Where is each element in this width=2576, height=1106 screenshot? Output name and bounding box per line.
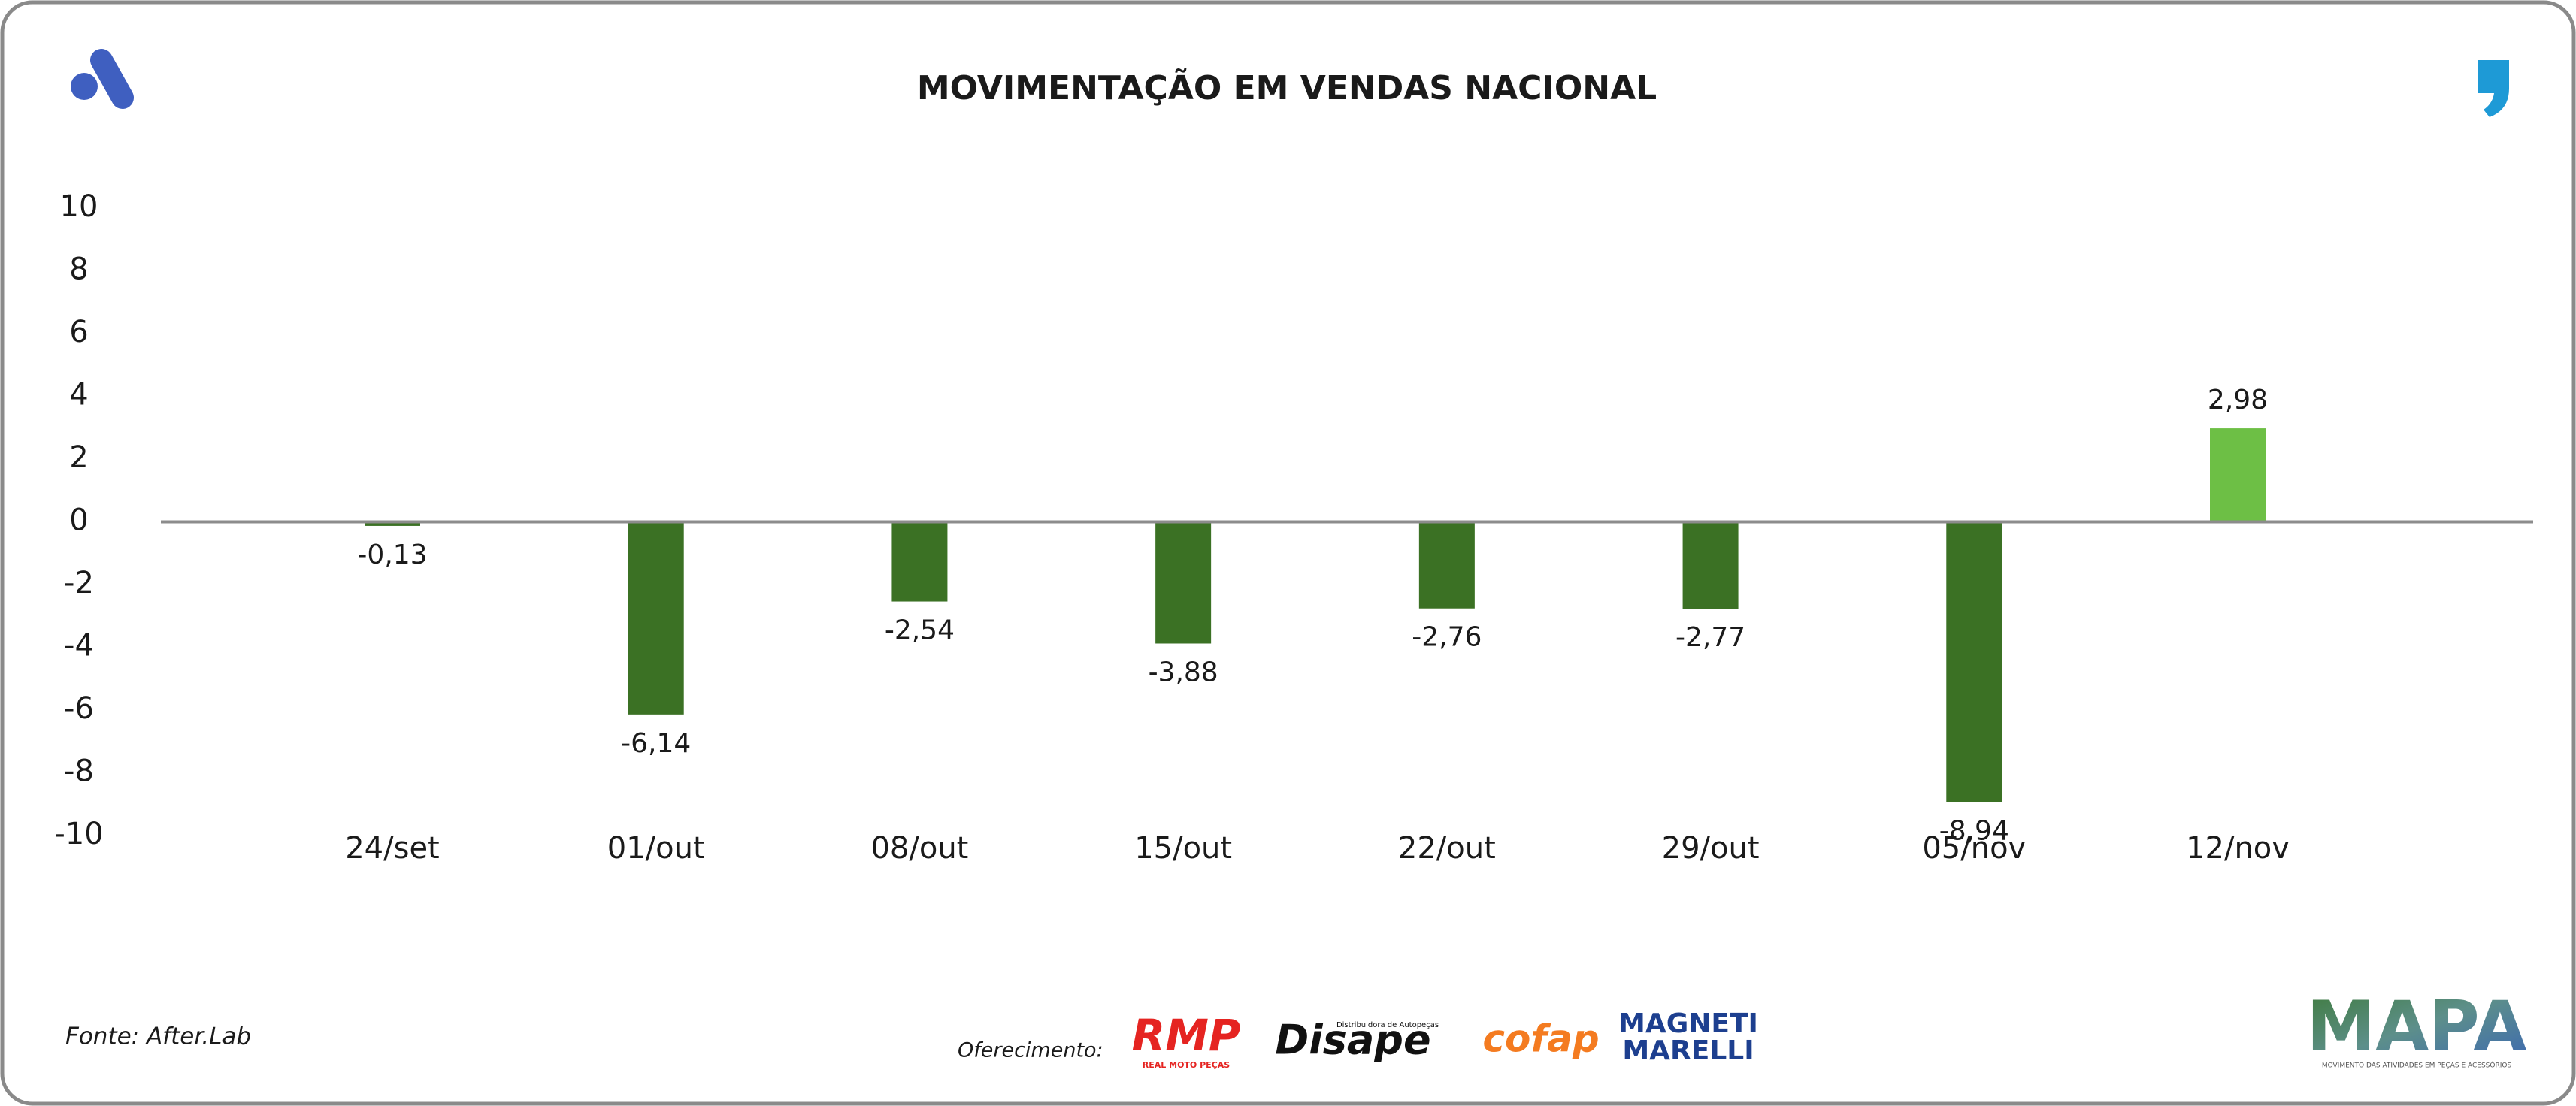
x-tick-label: 24/set bbox=[345, 831, 440, 866]
x-tick-label: 15/out bbox=[1134, 831, 1232, 866]
y-tick-label: 6 bbox=[69, 315, 88, 349]
sponsor-logo: cofap bbox=[1482, 1017, 1599, 1061]
value-label: -3,88 bbox=[1149, 657, 1218, 687]
x-tick-label: 22/out bbox=[1398, 831, 1496, 866]
sponsor-label: Oferecimento: bbox=[958, 1039, 1103, 1062]
y-tick-label: 10 bbox=[60, 189, 98, 224]
brand-logo: MAPA bbox=[2307, 986, 2527, 1066]
value-label: -2,77 bbox=[1675, 622, 1745, 653]
sponsor-tagline: Distribuidora de Autopeças bbox=[1336, 1021, 1439, 1029]
y-tick-label: 8 bbox=[69, 252, 88, 287]
logo-right bbox=[2478, 60, 2509, 117]
value-label: 2,98 bbox=[2208, 385, 2268, 416]
bar bbox=[628, 521, 684, 715]
bar bbox=[365, 521, 420, 526]
y-tick-label: 0 bbox=[69, 503, 88, 538]
bar bbox=[1682, 521, 1739, 609]
bar bbox=[1155, 521, 1212, 644]
x-tick-label: 05/nov bbox=[1922, 831, 2026, 866]
bar bbox=[891, 521, 948, 602]
y-tick-label: -6 bbox=[64, 691, 94, 726]
y-tick-label: -8 bbox=[64, 754, 94, 789]
sponsor-logo: MAGNETI bbox=[1618, 1008, 1758, 1039]
logo-left bbox=[71, 49, 134, 109]
chart-title: MOVIMENTAÇÃO EM VENDAS NACIONAL bbox=[917, 68, 1657, 107]
y-tick-label: -2 bbox=[64, 566, 94, 600]
x-tick-label: 01/out bbox=[607, 831, 705, 866]
value-label: -6,14 bbox=[621, 728, 691, 759]
sponsor-tagline: REAL MOTO PEÇAS bbox=[1143, 1060, 1230, 1070]
x-tick-label: 29/out bbox=[1662, 831, 1760, 866]
bar bbox=[2210, 428, 2266, 522]
y-tick-label: -4 bbox=[64, 629, 94, 663]
sponsor-logo: RMP bbox=[1132, 1010, 1241, 1061]
y-tick-label: 2 bbox=[69, 440, 88, 475]
brand-tagline: MOVIMENTO DAS ATIVIDADES EM PEÇAS E ACES… bbox=[2322, 1061, 2512, 1070]
value-label: -2,54 bbox=[885, 615, 955, 646]
bar bbox=[1946, 521, 2002, 802]
y-tick-label: -10 bbox=[54, 817, 103, 851]
value-label: -8,94 bbox=[1939, 816, 2009, 847]
sponsor-logo: MARELLI bbox=[1622, 1035, 1754, 1066]
value-label: -2,76 bbox=[1412, 622, 1482, 653]
y-tick-label: 4 bbox=[69, 378, 88, 412]
x-tick-label: 08/out bbox=[870, 831, 968, 866]
x-tick-label: 12/nov bbox=[2186, 831, 2290, 866]
bar bbox=[1418, 521, 1475, 609]
sponsor-logo: Disape bbox=[1275, 1017, 1430, 1064]
source-note: Fonte: After.Lab bbox=[65, 1023, 251, 1050]
value-label: -0,13 bbox=[357, 539, 427, 570]
